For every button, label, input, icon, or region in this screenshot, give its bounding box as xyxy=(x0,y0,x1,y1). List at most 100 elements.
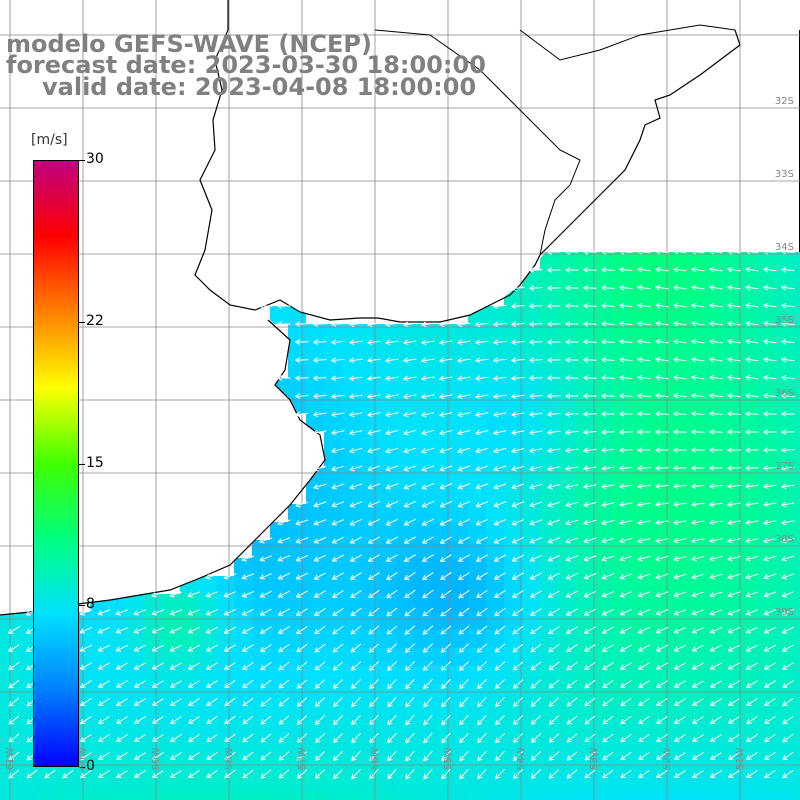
wind-speed-cell xyxy=(360,324,378,342)
wind-arrow xyxy=(439,554,452,562)
wind-speed-cell xyxy=(666,486,684,504)
wind-arrow xyxy=(332,697,343,708)
wind-arrow xyxy=(313,465,327,472)
wind-arrow xyxy=(278,715,290,725)
wind-speed-cell xyxy=(288,720,306,738)
wind-arrow xyxy=(493,572,506,580)
wind-speed-cell xyxy=(324,486,342,504)
wind-arrow xyxy=(638,733,650,743)
wind-arrow xyxy=(620,769,632,779)
wind-arrow xyxy=(673,284,687,291)
longitude-label: 55W xyxy=(443,747,454,770)
wind-speed-cell xyxy=(558,378,576,396)
wind-arrow xyxy=(459,750,469,762)
wind-arrow xyxy=(673,555,687,562)
wind-speed-cell xyxy=(792,684,800,702)
wind-arrow xyxy=(369,750,379,762)
wind-arrow xyxy=(727,374,741,381)
wind-speed-cell xyxy=(360,486,378,504)
wind-speed-cell xyxy=(288,360,306,378)
wind-arrow xyxy=(422,625,434,635)
wind-speed-cell xyxy=(702,666,720,684)
wind-speed-cell xyxy=(792,378,800,396)
wind-arrow xyxy=(368,572,380,580)
wind-speed-cell xyxy=(666,288,684,306)
wind-arrow xyxy=(601,573,615,580)
wind-arrow xyxy=(494,625,506,635)
wind-arrow xyxy=(727,411,741,417)
wind-arrow xyxy=(170,698,182,706)
wind-speed-cell xyxy=(522,378,540,396)
wind-speed-cell xyxy=(180,612,198,630)
wind-speed-cell xyxy=(324,360,342,378)
wind-speed-cell xyxy=(558,270,576,288)
wind-arrow xyxy=(151,626,165,634)
wind-arrow xyxy=(477,750,487,762)
wind-speed-cell xyxy=(234,720,252,738)
wind-arrow xyxy=(710,698,722,706)
wind-arrow xyxy=(619,608,633,616)
wind-speed-cell xyxy=(558,630,576,648)
wind-speed-cell xyxy=(324,630,342,648)
wind-arrow xyxy=(457,411,471,418)
wind-speed-cell xyxy=(396,324,414,342)
wind-arrow xyxy=(655,483,669,490)
wind-speed-cell xyxy=(738,504,756,522)
wind-arrow xyxy=(728,752,740,760)
wind-speed-cell xyxy=(432,684,450,702)
wind-speed-cell xyxy=(414,360,432,378)
wind-speed-cell xyxy=(648,738,666,756)
wind-speed-cell xyxy=(342,540,360,558)
wind-speed-cell xyxy=(180,684,198,702)
wind-speed-cell xyxy=(558,792,576,800)
wind-arrow xyxy=(80,680,92,688)
wind-speed-cell xyxy=(792,666,800,684)
wind-arrow xyxy=(368,625,380,635)
wind-arrow xyxy=(763,573,777,580)
wind-speed-cell xyxy=(612,504,630,522)
wind-speed-cell xyxy=(432,540,450,558)
wind-speed-cell xyxy=(774,630,792,648)
wind-speed-cell xyxy=(558,342,576,360)
wind-speed-cell xyxy=(594,630,612,648)
wind-speed-cell xyxy=(486,396,504,414)
wind-arrow xyxy=(781,555,795,562)
wind-arrow xyxy=(565,285,579,291)
wind-speed-cell xyxy=(504,720,522,738)
wind-speed-cell xyxy=(432,360,450,378)
wind-arrow xyxy=(423,714,433,726)
wind-speed-cell xyxy=(576,540,594,558)
wind-arrow xyxy=(601,608,615,616)
wind-speed-cell xyxy=(396,558,414,576)
wind-speed-cell xyxy=(612,306,630,324)
wind-arrow xyxy=(457,483,471,490)
wind-speed-cell xyxy=(558,468,576,486)
wind-arrow xyxy=(728,734,740,742)
wind-speed-cell xyxy=(324,396,342,414)
wind-speed-cell xyxy=(522,594,540,612)
wind-arrow xyxy=(530,751,542,761)
wind-arrow xyxy=(403,339,417,346)
wind-speed-cell xyxy=(324,432,342,450)
wind-speed-cell xyxy=(0,648,18,666)
wind-speed-cell xyxy=(612,594,630,612)
wind-speed-cell xyxy=(630,432,648,450)
wind-speed-cell xyxy=(486,612,504,630)
wind-speed-cell xyxy=(504,324,522,342)
wind-speed-cell xyxy=(288,342,306,360)
wind-arrow xyxy=(331,429,345,436)
wind-arrow xyxy=(441,678,451,690)
wind-arrow xyxy=(583,465,597,472)
wind-speed-cell xyxy=(270,558,288,576)
wind-arrow xyxy=(79,609,93,616)
wind-speed-cell xyxy=(468,414,486,432)
wind-speed-cell xyxy=(612,468,630,486)
wind-speed-cell xyxy=(576,648,594,666)
wind-speed-cell xyxy=(342,450,360,468)
wind-speed-cell xyxy=(720,486,738,504)
wind-arrow xyxy=(584,679,596,689)
wind-arrow xyxy=(692,770,704,778)
wind-speed-cell xyxy=(756,684,774,702)
wind-arrow xyxy=(691,519,705,526)
